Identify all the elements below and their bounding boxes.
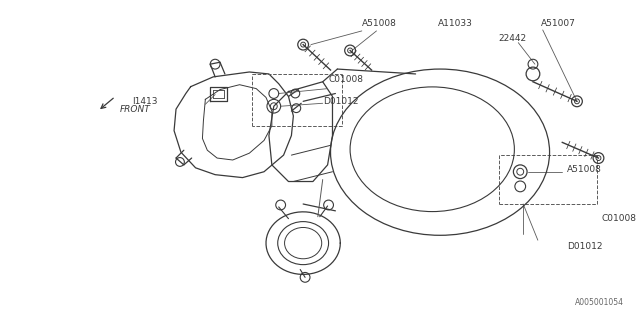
Text: A005001054: A005001054 — [575, 298, 624, 307]
Text: C01008: C01008 — [602, 214, 636, 223]
Text: A51008: A51008 — [567, 165, 602, 174]
Text: D01012: D01012 — [567, 242, 603, 251]
Text: A51008: A51008 — [362, 19, 397, 28]
Text: A51007: A51007 — [541, 19, 575, 28]
Text: 22442: 22442 — [499, 34, 527, 43]
Text: A11033: A11033 — [438, 19, 473, 28]
Text: C01008: C01008 — [328, 75, 364, 84]
Text: I1413: I1413 — [132, 97, 157, 106]
Text: FRONT: FRONT — [119, 105, 150, 114]
Text: D01012: D01012 — [323, 97, 358, 106]
